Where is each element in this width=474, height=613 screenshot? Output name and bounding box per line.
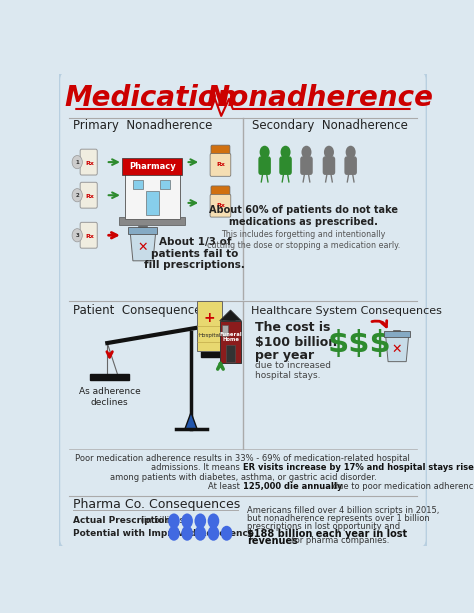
FancyBboxPatch shape — [80, 182, 97, 208]
Text: About 60% of patients do not take
medications as prescribed.: About 60% of patients do not take medica… — [209, 205, 398, 227]
Text: At least: At least — [209, 482, 243, 491]
FancyBboxPatch shape — [345, 156, 357, 175]
Text: Pharma Co. Consequences: Pharma Co. Consequences — [73, 498, 240, 511]
Polygon shape — [185, 413, 197, 429]
Text: due to poor medication adherence.: due to poor medication adherence. — [330, 482, 474, 491]
Text: prescriptions in lost opportunity and: prescriptions in lost opportunity and — [247, 522, 400, 531]
Text: Patient  Consequences: Patient Consequences — [73, 304, 208, 317]
Text: Rx: Rx — [216, 204, 225, 208]
Text: Pharmacy: Pharmacy — [129, 161, 176, 170]
Text: Medication: Medication — [64, 84, 237, 112]
Circle shape — [194, 526, 206, 541]
Polygon shape — [219, 310, 241, 321]
Text: Nonadherence: Nonadherence — [206, 84, 433, 112]
FancyBboxPatch shape — [122, 158, 182, 175]
Text: due to increased
hospital stays.: due to increased hospital stays. — [255, 361, 330, 381]
FancyBboxPatch shape — [279, 156, 292, 175]
FancyBboxPatch shape — [323, 156, 335, 175]
Text: Potential with Improved Adherence: Potential with Improved Adherence — [73, 529, 254, 538]
Circle shape — [72, 189, 82, 202]
Text: $188 billion each year in lost: $188 billion each year in lost — [247, 529, 407, 539]
Text: $100 billion: $100 billion — [255, 336, 337, 349]
Circle shape — [346, 146, 356, 159]
FancyBboxPatch shape — [210, 194, 231, 217]
Text: 1: 1 — [75, 159, 79, 165]
Circle shape — [281, 146, 291, 159]
Text: Primary  Nonadherence: Primary Nonadherence — [73, 120, 212, 132]
Circle shape — [72, 156, 82, 169]
Circle shape — [182, 526, 193, 541]
Text: but nonadherence represents over 1 billion: but nonadherence represents over 1 billi… — [247, 514, 429, 523]
Circle shape — [182, 514, 193, 528]
Text: 3: 3 — [75, 233, 79, 238]
FancyBboxPatch shape — [197, 301, 222, 351]
Text: for pharma companies.: for pharma companies. — [289, 536, 389, 546]
Polygon shape — [386, 336, 409, 362]
Text: revenues: revenues — [247, 536, 298, 546]
Text: Funeral
Home: Funeral Home — [219, 332, 242, 342]
Circle shape — [260, 146, 270, 159]
Circle shape — [208, 526, 219, 541]
Text: among patients with diabetes, asthma, or gastric acid disorder.: among patients with diabetes, asthma, or… — [109, 473, 376, 482]
FancyBboxPatch shape — [258, 156, 271, 175]
Text: 2: 2 — [75, 192, 79, 198]
Text: Secondary  Nonadherence: Secondary Nonadherence — [252, 120, 408, 132]
Polygon shape — [130, 232, 155, 261]
Text: Rx: Rx — [85, 234, 94, 239]
FancyBboxPatch shape — [133, 180, 144, 189]
FancyBboxPatch shape — [160, 180, 170, 189]
Text: Americans filled over 4 billion scripts in 2015,: Americans filled over 4 billion scripts … — [247, 506, 439, 515]
Circle shape — [168, 514, 180, 528]
FancyBboxPatch shape — [226, 345, 235, 362]
Circle shape — [324, 146, 334, 159]
FancyBboxPatch shape — [210, 154, 231, 177]
FancyBboxPatch shape — [384, 331, 410, 337]
Text: Rx: Rx — [85, 194, 94, 199]
FancyBboxPatch shape — [146, 191, 159, 215]
Text: 125,000 die annually: 125,000 die annually — [243, 482, 342, 491]
Circle shape — [208, 514, 219, 528]
Text: Rx: Rx — [85, 161, 94, 166]
Text: ✕: ✕ — [138, 241, 148, 254]
FancyBboxPatch shape — [211, 145, 230, 156]
FancyBboxPatch shape — [80, 223, 97, 248]
Text: ER visits increase by 17% and hospital stays rise 10%: ER visits increase by 17% and hospital s… — [243, 463, 474, 472]
Text: Poor medication adherence results in 33% - 69% of medication-related hospital: Poor medication adherence results in 33%… — [75, 454, 410, 463]
Text: +: + — [204, 311, 215, 326]
Text: admissions. It means: admissions. It means — [151, 463, 243, 472]
Text: The cost is: The cost is — [255, 321, 330, 334]
FancyBboxPatch shape — [128, 227, 157, 234]
FancyBboxPatch shape — [300, 156, 313, 175]
Text: Hospital: Hospital — [198, 333, 221, 338]
Text: ✕: ✕ — [392, 343, 402, 356]
Text: $$$: $$$ — [328, 329, 391, 357]
Text: Actual Prescriptions: Actual Prescriptions — [73, 516, 176, 525]
Text: per year: per year — [255, 349, 314, 362]
Circle shape — [194, 514, 206, 528]
FancyBboxPatch shape — [211, 186, 230, 197]
Text: (in billions): (in billions) — [138, 516, 188, 525]
Text: This includes forgetting and intentionally
cutting the dose or stopping a medica: This includes forgetting and intentional… — [207, 230, 400, 249]
Text: Healthcare System Consequences: Healthcare System Consequences — [251, 306, 442, 316]
Text: About 1/3 of
patients fail to
fill prescriptions.: About 1/3 of patients fail to fill presc… — [145, 237, 246, 270]
Circle shape — [72, 229, 82, 242]
FancyBboxPatch shape — [125, 174, 180, 219]
FancyBboxPatch shape — [59, 71, 427, 548]
Circle shape — [221, 526, 232, 541]
Circle shape — [301, 146, 311, 159]
FancyBboxPatch shape — [222, 326, 228, 336]
FancyBboxPatch shape — [80, 149, 97, 175]
FancyBboxPatch shape — [119, 216, 185, 225]
FancyBboxPatch shape — [90, 374, 129, 380]
Text: As adherence
declines: As adherence declines — [79, 387, 140, 406]
FancyBboxPatch shape — [219, 321, 241, 363]
FancyBboxPatch shape — [201, 351, 240, 357]
Circle shape — [168, 526, 180, 541]
Text: Rx: Rx — [216, 162, 225, 167]
